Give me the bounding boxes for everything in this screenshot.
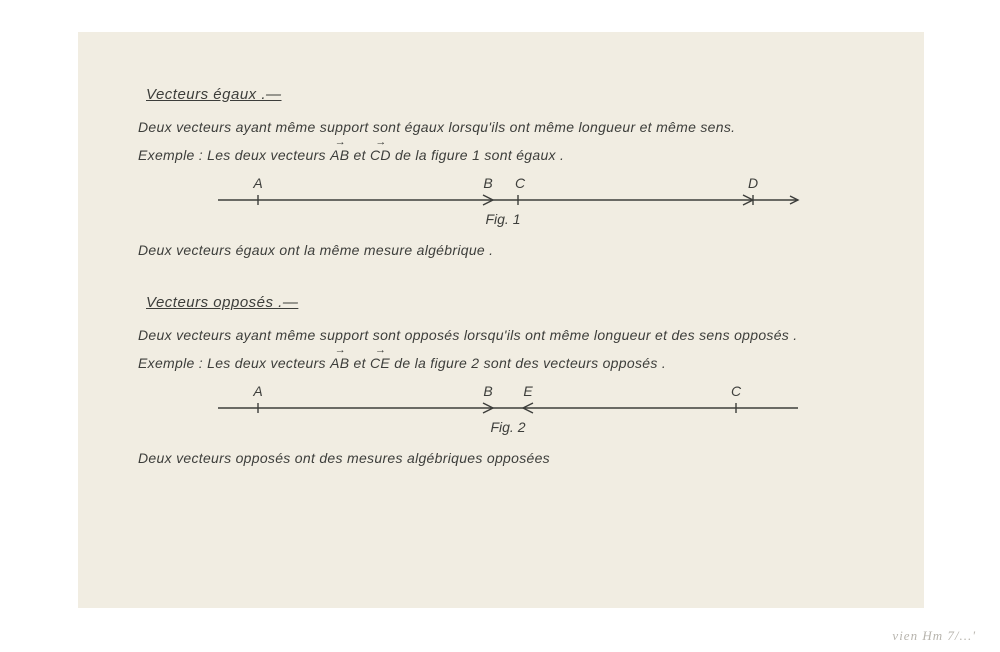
s2-p2-mid: et xyxy=(349,355,370,371)
fig2-caption: Fig. 2 xyxy=(490,419,525,435)
s2-p2-pre: Exemple : Les deux vecteurs xyxy=(138,355,330,371)
section2-para1: Deux vecteurs ayant même support sont op… xyxy=(138,325,864,347)
vector-AB-1: AB xyxy=(330,141,349,167)
s2-p2-post: de la figure 2 sont des vecteurs opposés… xyxy=(390,355,666,371)
fig1-caption: Fig. 1 xyxy=(485,211,520,227)
vector-CE: CE xyxy=(370,349,390,375)
fig2-label-A: A xyxy=(252,383,262,399)
fig2-label-C: C xyxy=(731,383,742,399)
section1-para3: Deux vecteurs égaux ont la même mesure a… xyxy=(138,240,864,262)
vector-AB-2: AB xyxy=(330,349,349,375)
fig2-label-E: E xyxy=(523,383,533,399)
s1-p2-mid: et xyxy=(349,147,370,163)
section2-title: Vecteurs opposés .— xyxy=(146,294,864,311)
page: Vecteurs égaux .— Deux vecteurs ayant mê… xyxy=(78,32,924,608)
section1-para2: Exemple : Les deux vecteurs AB et CD de … xyxy=(138,141,864,167)
signature: vien Hm 7/...' xyxy=(892,628,976,644)
fig1-label-C: C xyxy=(515,175,526,191)
section1-para1: Deux vecteurs ayant même support sont ég… xyxy=(138,117,864,139)
figure-1: A B C D Fig. 1 xyxy=(138,174,864,236)
fig1-label-A: A xyxy=(252,175,262,191)
s1-p2-post: de la figure 1 sont égaux . xyxy=(391,147,564,163)
fig2-label-B: B xyxy=(483,383,492,399)
section1-title: Vecteurs égaux .— xyxy=(146,86,864,103)
fig1-label-D: D xyxy=(748,175,758,191)
fig1-label-B: B xyxy=(483,175,492,191)
section2-para3: Deux vecteurs opposés ont des mesures al… xyxy=(138,448,864,470)
section2-para2: Exemple : Les deux vecteurs AB et CE de … xyxy=(138,349,864,375)
canvas: Vecteurs égaux .— Deux vecteurs ayant mê… xyxy=(0,0,1000,652)
s1-p2-pre: Exemple : Les deux vecteurs xyxy=(138,147,330,163)
spacer-1 xyxy=(138,264,864,294)
figure-2: A B E C Fig. 2 xyxy=(138,382,864,444)
vector-CD: CD xyxy=(370,141,391,167)
